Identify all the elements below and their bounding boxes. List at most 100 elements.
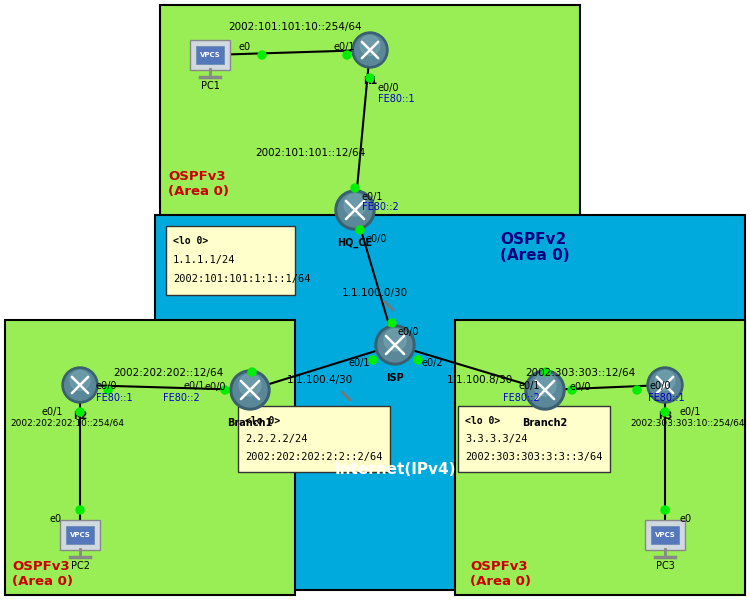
Circle shape [356, 226, 364, 234]
Circle shape [352, 32, 388, 68]
Circle shape [335, 190, 375, 230]
Circle shape [343, 51, 351, 59]
Circle shape [369, 356, 377, 364]
Circle shape [62, 367, 98, 403]
Circle shape [344, 194, 366, 216]
Text: Internet(IPv4): Internet(IPv4) [334, 462, 456, 477]
Circle shape [661, 506, 669, 514]
Circle shape [104, 386, 112, 394]
Text: <lo 0>: <lo 0> [173, 236, 208, 246]
Circle shape [661, 408, 669, 416]
Circle shape [534, 374, 556, 396]
FancyBboxPatch shape [60, 520, 100, 550]
Text: FE80::2: FE80::2 [503, 393, 540, 403]
Text: FE80::1: FE80::1 [96, 393, 133, 403]
Text: PC1: PC1 [200, 81, 220, 91]
Text: 1.1.1.1/24: 1.1.1.1/24 [173, 255, 236, 265]
Text: <lo 0>: <lo 0> [465, 416, 500, 426]
Text: OSPFv3: OSPFv3 [470, 560, 528, 573]
Text: 2002:303:303:10::254/64: 2002:303:303:10::254/64 [631, 418, 745, 427]
Circle shape [258, 51, 266, 59]
Text: e0/1: e0/1 [680, 407, 701, 417]
Text: e0/1: e0/1 [349, 358, 370, 368]
Circle shape [633, 386, 641, 394]
Text: 2.2.2.2/24: 2.2.2.2/24 [245, 434, 308, 444]
FancyBboxPatch shape [455, 320, 745, 595]
Text: FE80::1: FE80::1 [378, 94, 415, 104]
Circle shape [655, 371, 675, 390]
Text: e0/0: e0/0 [205, 382, 226, 392]
Circle shape [355, 34, 386, 65]
Text: 2002:303:303::12/64: 2002:303:303::12/64 [525, 368, 635, 378]
Circle shape [338, 193, 372, 227]
Circle shape [233, 373, 267, 407]
Circle shape [64, 370, 95, 401]
FancyBboxPatch shape [196, 46, 224, 64]
Text: PC2: PC2 [70, 561, 89, 571]
Text: 2002:101:101::12/64: 2002:101:101::12/64 [255, 148, 365, 158]
Text: 2002:202:202:2:2::2/64: 2002:202:202:2:2::2/64 [245, 452, 382, 462]
FancyBboxPatch shape [458, 406, 610, 472]
Circle shape [384, 329, 406, 351]
FancyBboxPatch shape [160, 5, 580, 235]
Text: 2002:202:202::12/64: 2002:202:202::12/64 [112, 368, 224, 378]
Circle shape [70, 371, 90, 390]
Circle shape [76, 506, 84, 514]
Text: 2002:101:101:1:1::1/64: 2002:101:101:1:1::1/64 [173, 274, 310, 284]
Text: e0/1: e0/1 [518, 381, 540, 391]
Circle shape [647, 367, 683, 403]
FancyBboxPatch shape [190, 40, 230, 70]
Circle shape [375, 325, 415, 365]
Text: e0/1: e0/1 [41, 407, 63, 417]
Text: e0/0: e0/0 [570, 382, 592, 392]
Text: 2002:202:202:10::254/64: 2002:202:202:10::254/64 [10, 418, 124, 427]
Text: e0/1: e0/1 [362, 192, 383, 202]
FancyBboxPatch shape [651, 526, 679, 544]
FancyBboxPatch shape [155, 215, 745, 590]
Text: 1.1.100.8/30: 1.1.100.8/30 [447, 375, 513, 385]
Circle shape [378, 328, 412, 362]
Text: e0/1: e0/1 [333, 42, 355, 52]
Text: (Area 0): (Area 0) [168, 185, 229, 198]
Circle shape [650, 370, 680, 401]
FancyBboxPatch shape [66, 526, 94, 544]
Circle shape [366, 74, 374, 82]
Text: e0/1: e0/1 [184, 381, 205, 391]
Text: e0: e0 [50, 514, 62, 524]
Circle shape [76, 408, 84, 416]
Circle shape [351, 184, 359, 192]
Text: Branch2: Branch2 [522, 418, 568, 428]
Text: VPCS: VPCS [200, 52, 220, 58]
Circle shape [528, 373, 562, 407]
Text: R2: R2 [73, 411, 87, 421]
Circle shape [221, 386, 229, 394]
Text: R3: R3 [658, 411, 672, 421]
Text: e0/0: e0/0 [378, 83, 400, 93]
Circle shape [568, 386, 576, 394]
Text: FE80::2: FE80::2 [362, 202, 399, 212]
FancyBboxPatch shape [238, 406, 390, 472]
Text: (Area 0): (Area 0) [500, 248, 570, 263]
Circle shape [525, 370, 565, 410]
Text: ISP: ISP [386, 373, 404, 383]
Text: PC3: PC3 [656, 561, 674, 571]
FancyBboxPatch shape [645, 520, 685, 550]
Text: OSPFv2: OSPFv2 [500, 232, 566, 247]
Circle shape [360, 36, 380, 56]
Text: e0/0: e0/0 [398, 327, 419, 337]
Text: VPCS: VPCS [70, 532, 90, 538]
Text: e0/0: e0/0 [650, 381, 671, 391]
FancyBboxPatch shape [5, 320, 295, 595]
Text: 2002:303:303:3:3::3/64: 2002:303:303:3:3::3/64 [465, 452, 602, 462]
Text: (Area 0): (Area 0) [12, 575, 73, 588]
Text: OSPFv3: OSPFv3 [12, 560, 70, 573]
Circle shape [414, 356, 422, 364]
Text: Branch1: Branch1 [227, 418, 273, 428]
Text: 1.1.100.4/30: 1.1.100.4/30 [286, 375, 353, 385]
Text: FE80::1: FE80::1 [648, 393, 685, 403]
Circle shape [248, 368, 256, 376]
Text: e0/0: e0/0 [96, 381, 118, 391]
Text: 3.3.3.3/24: 3.3.3.3/24 [465, 434, 527, 444]
Circle shape [239, 374, 261, 396]
Text: 1.1.100.0/30: 1.1.100.0/30 [342, 288, 408, 298]
